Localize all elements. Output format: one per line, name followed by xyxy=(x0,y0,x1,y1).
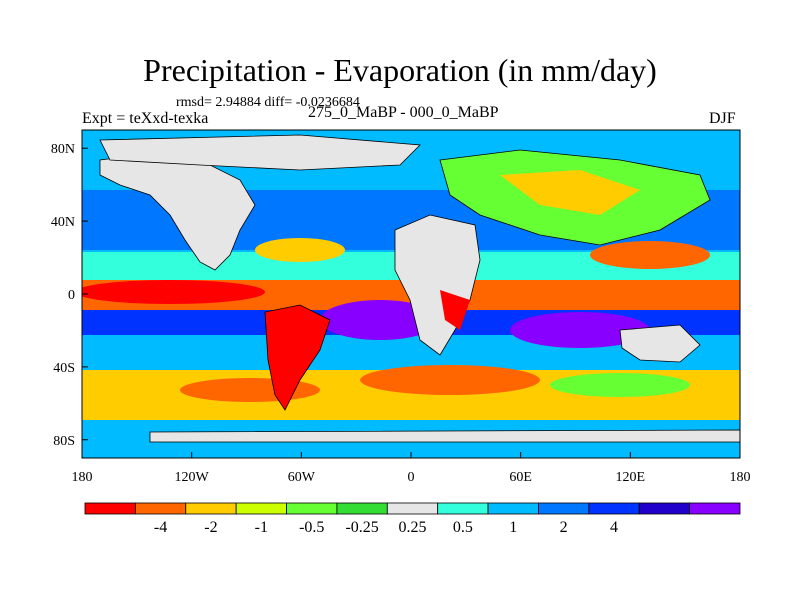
australia xyxy=(619,324,701,363)
eurasia-inner xyxy=(500,170,640,215)
colorbar-swatch xyxy=(286,502,338,515)
lat-tick-label: 0 xyxy=(68,288,75,303)
south-indian-zone xyxy=(550,373,690,397)
antarctica xyxy=(149,429,740,443)
colorbar-label: -0.5 xyxy=(299,519,324,536)
colorbar-swatch xyxy=(386,502,439,515)
africa-dry-patch xyxy=(440,290,470,330)
colorbar-swatch xyxy=(336,502,388,515)
south-america xyxy=(264,304,331,411)
colorbar-swatch xyxy=(185,502,237,515)
lon-tick-label: 180 xyxy=(72,470,93,485)
comparison-label: 275_0_MaBP - 000_0_MaBP xyxy=(308,104,499,121)
colorbar-swatch xyxy=(235,502,287,515)
arctic-land xyxy=(99,134,421,171)
lon-tick-label: 120E xyxy=(616,470,646,485)
colorbar-swatch xyxy=(588,502,640,515)
latitude-axis: 80N 40N 0 40S 80S xyxy=(51,142,88,449)
colorbar-label: 1 xyxy=(509,519,517,536)
lon-tick-label: 180 xyxy=(730,470,751,485)
colorbar-swatch xyxy=(437,502,489,515)
colorbar-label: -2 xyxy=(204,519,217,536)
stats-label: rmsd= 2.94884 diff= -0.0236684 xyxy=(176,95,360,110)
colorbar-label: 4 xyxy=(610,519,618,536)
colorbar-swatch xyxy=(638,502,691,515)
colorbar-swatch xyxy=(487,502,539,515)
map-field xyxy=(82,130,740,458)
colorbar-swatch xyxy=(134,502,187,515)
season-label: DJF xyxy=(709,110,736,127)
atlantic-wet-zone xyxy=(320,300,440,340)
colorbar-label: 2 xyxy=(560,519,568,536)
lon-tick-label: 0 xyxy=(408,470,415,485)
experiment-label: Expt = teXxd-texka xyxy=(82,110,209,127)
colorbar-swatch xyxy=(538,502,590,515)
lat-tick-label: 80N xyxy=(51,142,75,157)
colorbar-label: -1 xyxy=(255,519,268,536)
colorbar-label: 0.5 xyxy=(453,519,473,536)
atlantic-subtropic-zone xyxy=(255,238,345,262)
colorbar-label: 0.25 xyxy=(399,519,427,536)
lat-tick-label: 80S xyxy=(53,434,75,449)
map-title: Precipitation - Evaporation (in mm/day) xyxy=(143,52,657,88)
north-america xyxy=(99,154,256,271)
colorbar-swatch xyxy=(689,502,741,515)
lon-tick-label: 60E xyxy=(509,470,532,485)
westpac-dry-zone xyxy=(590,241,710,269)
indian-wet-zone xyxy=(510,312,650,348)
colorbar-label: -0.25 xyxy=(345,519,378,536)
lon-tick-label: 120W xyxy=(175,470,210,485)
pacific-dry-zone xyxy=(82,280,265,304)
indian-dry-zone xyxy=(480,286,640,308)
lon-tick-label: 60W xyxy=(288,470,316,485)
colorbar-label: -4 xyxy=(154,519,167,536)
longitude-axis: 180 120W 60W 0 60E 120E 180 xyxy=(72,452,751,485)
south-atlantic-dry-zone xyxy=(360,365,540,395)
lat-tick-label: 40N xyxy=(51,215,75,230)
lat-tick-label: 40S xyxy=(53,361,75,376)
colorbar-swatch xyxy=(84,502,136,515)
colorbar: -4 -2 -1 -0.5 -0.25 0.25 0.5 1 2 4 xyxy=(84,502,741,536)
